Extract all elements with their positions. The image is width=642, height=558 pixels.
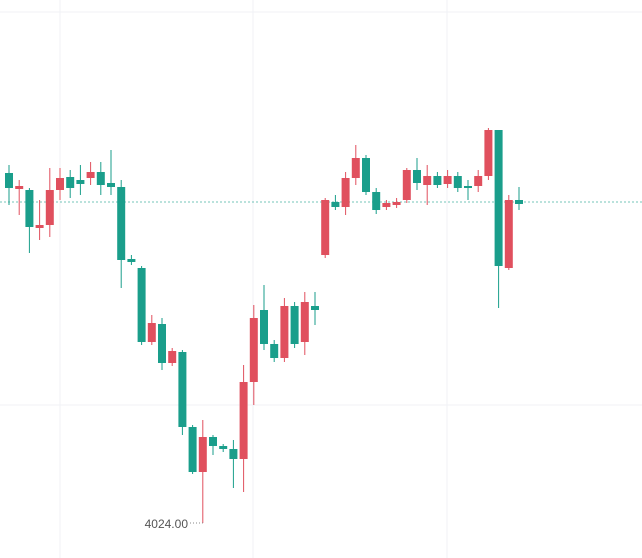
candle-body [484,130,493,176]
candle-body [25,190,34,227]
candle-body [219,446,228,449]
candle-body [127,259,136,262]
candle-body [260,310,268,344]
candle-body [107,183,115,187]
candle-body [453,176,462,188]
candle-body [300,302,309,342]
candle-body [515,200,523,204]
candle-body [494,130,503,266]
candle-body [443,176,452,184]
candle-body [5,173,13,188]
candle-body [168,351,177,363]
candle-body [280,306,289,358]
candle-body [402,170,411,200]
candle-body [413,170,421,183]
candle-body [117,187,126,260]
candle-body [147,323,156,342]
candle-body [321,200,330,255]
candle-body [229,449,238,459]
candle-body [45,190,54,225]
candle-body [96,172,105,185]
candle-body [178,352,187,427]
candle-body [382,203,391,207]
candle-body [372,192,381,210]
candle-body [341,178,350,207]
candle-body [188,427,197,472]
candle-body [86,172,95,178]
candle-body [351,158,360,178]
candle-body [504,200,513,268]
candle-body [392,202,401,205]
candle-body [56,178,64,190]
candle-body [158,324,166,363]
candle-body [362,158,370,192]
candle-body [433,176,442,185]
candle-body [137,268,146,342]
candle-body [331,202,340,207]
candle-body [239,382,248,459]
candle-body [15,186,24,189]
candle-body [464,186,472,188]
candle-body [311,306,319,310]
candle-body [249,318,258,382]
candle-body [423,176,432,185]
candle-body [270,344,279,358]
candle-body [76,180,85,184]
low-label: 4024.00 [145,517,189,531]
candle-body [209,437,217,446]
candle-body [474,176,483,186]
candle-body [66,177,75,188]
candle-body [35,225,44,228]
candle-body [290,306,299,344]
candle-body [198,437,207,472]
